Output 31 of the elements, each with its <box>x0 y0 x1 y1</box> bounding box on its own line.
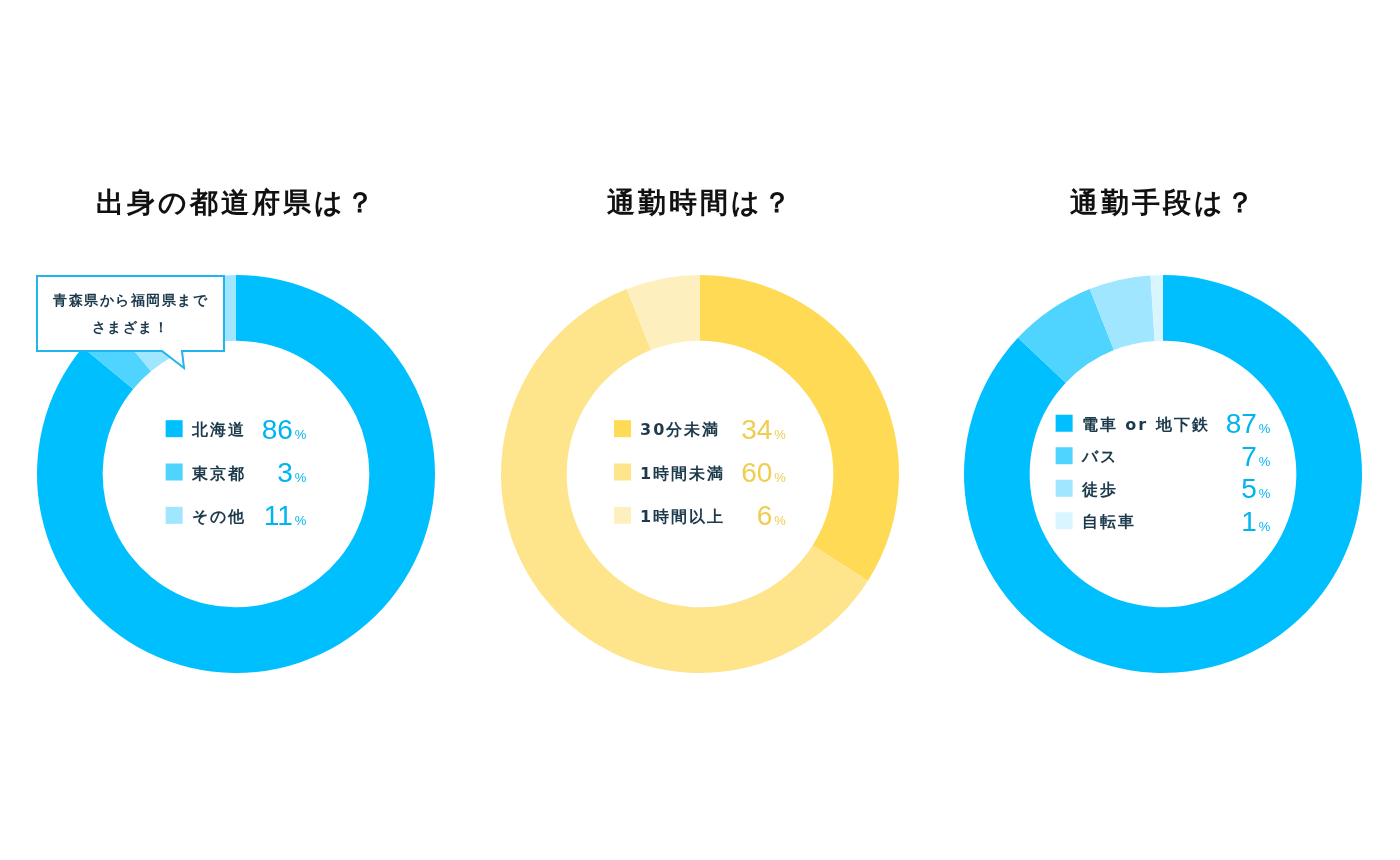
chart-title: 通勤手段は？ <box>1069 186 1257 219</box>
donut-slice <box>1017 288 1114 383</box>
legend-label: 1時間以上 <box>639 506 725 526</box>
legend-label: その他 <box>191 506 246 526</box>
data-label: 1% <box>1241 505 1271 537</box>
chart-title: 出身の都道府県は？ <box>95 186 377 219</box>
legend-label: 徒歩 <box>1080 479 1118 499</box>
donut-slice <box>37 275 435 673</box>
donut-slice <box>1089 275 1155 351</box>
data-label: 11% <box>263 500 307 532</box>
data-label: 7% <box>1241 440 1271 472</box>
legend-label: 30分未満 <box>639 420 720 440</box>
donut-slice <box>626 275 700 351</box>
legend-label: 東京都 <box>190 463 246 483</box>
text: 青森県から福岡県までさまざま！ <box>52 290 209 337</box>
data-label: 34% <box>740 413 786 445</box>
data-label: 3% <box>277 457 307 488</box>
legend-label: バス <box>1080 447 1118 467</box>
legend-label: 自転車 <box>1081 512 1136 532</box>
data-label: 86% <box>261 413 307 445</box>
data-label: 5% <box>1241 473 1271 505</box>
legend-label: 電車 or 地下鉄 <box>1081 414 1210 434</box>
data-label: 87% <box>1225 408 1271 440</box>
data-label: 6% <box>756 500 786 532</box>
donut-slice <box>1150 275 1163 341</box>
donut-slice <box>964 275 1362 673</box>
donut-slice <box>500 288 868 673</box>
chart-title: 通勤時間は？ <box>606 186 793 219</box>
data-label: 60% <box>740 457 786 488</box>
legend-label: 1時間未満 <box>639 463 725 483</box>
legend-label: 北海道 <box>190 420 246 440</box>
